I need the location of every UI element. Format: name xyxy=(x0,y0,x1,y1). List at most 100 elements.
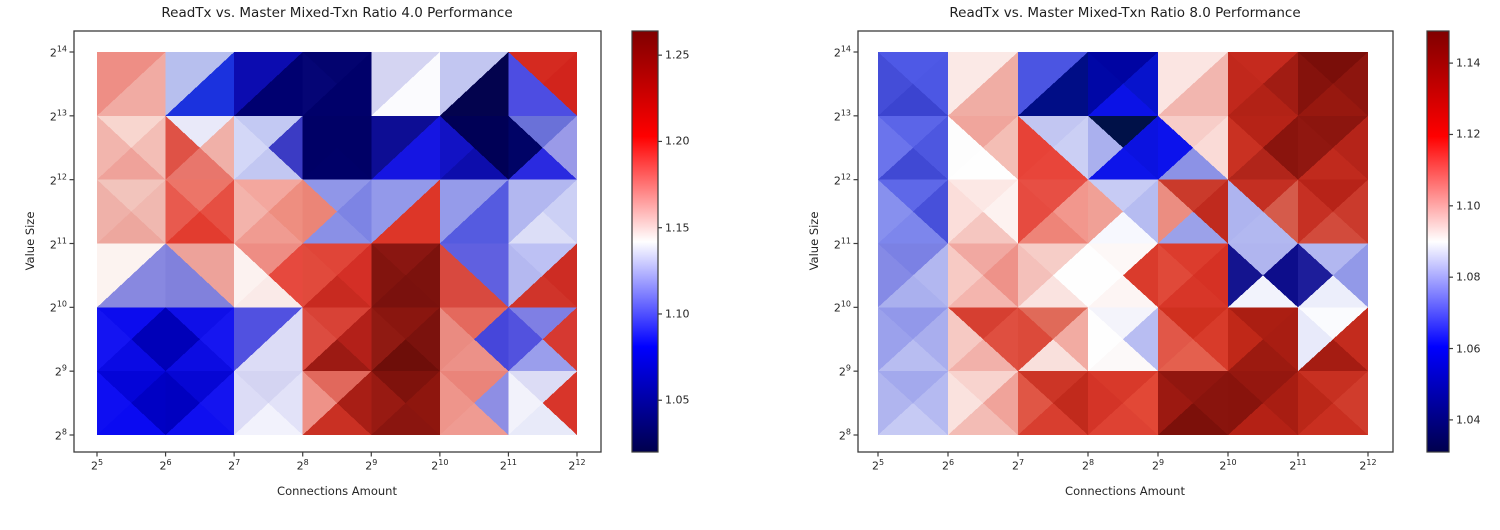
cell-triangle xyxy=(1018,243,1088,276)
cell-triangle xyxy=(1298,115,1333,180)
cell-triangle xyxy=(1158,371,1193,435)
cell-triangle xyxy=(371,403,440,435)
cell-triangle xyxy=(1018,243,1053,308)
cell-triangle xyxy=(1228,339,1298,372)
cell-triangle xyxy=(97,275,166,308)
cell-triangle xyxy=(439,211,509,244)
cell-triangle xyxy=(1158,115,1193,180)
x-tick-label: 27 xyxy=(1011,458,1025,473)
cell-triangle xyxy=(1263,243,1298,308)
cell-triangle xyxy=(1088,307,1123,372)
colorbar-tick-label: 1.10 xyxy=(665,307,690,321)
cell-triangle xyxy=(542,115,577,180)
cell-triangle xyxy=(1298,403,1368,435)
cell-triangle xyxy=(983,243,1018,308)
cell-triangle xyxy=(439,179,475,244)
cell-triangle xyxy=(1018,339,1088,372)
cell-triangle xyxy=(1018,307,1053,372)
cell-triangle xyxy=(948,179,1018,212)
cell-triangle xyxy=(97,243,132,308)
cell-triangle xyxy=(165,115,235,148)
cell-triangle xyxy=(302,371,372,404)
x-tick-label: 25 xyxy=(90,458,104,473)
cell-triangle xyxy=(371,243,440,276)
cell-triangle xyxy=(302,371,337,435)
cell-triangle xyxy=(1088,307,1158,340)
x-tick-label: 29 xyxy=(365,458,378,473)
cell-triangle xyxy=(1018,147,1088,180)
cell-triangle xyxy=(268,243,303,308)
cell-triangle xyxy=(405,371,440,435)
cell-triangle xyxy=(439,83,509,116)
cell-triangle xyxy=(1228,147,1298,180)
cell-triangle xyxy=(542,371,577,435)
cell-triangle xyxy=(1018,211,1088,244)
y-tick-label: 211 xyxy=(49,236,67,251)
cell-triangle xyxy=(1193,52,1228,116)
cell-triangle xyxy=(165,339,235,372)
cell-triangle xyxy=(948,403,1018,435)
y-tick-label: 29 xyxy=(54,363,67,379)
cell-triangle xyxy=(508,243,577,276)
colorbar xyxy=(632,31,658,452)
cell-triangle xyxy=(1088,52,1158,84)
cell-triangle xyxy=(337,115,372,180)
cell-triangle xyxy=(371,179,406,244)
cell-triangle xyxy=(913,115,948,180)
cell-triangle xyxy=(1193,115,1228,180)
cell-triangle xyxy=(474,243,509,308)
cell-triangle xyxy=(371,115,440,148)
cell-triangle xyxy=(878,52,913,116)
cell-triangle xyxy=(1228,179,1298,212)
cell-triangle xyxy=(1158,243,1228,276)
cell-triangle xyxy=(165,52,235,84)
cell-triangle xyxy=(302,243,337,308)
cell-triangle xyxy=(1333,371,1368,435)
cell-triangle xyxy=(1158,371,1228,404)
y-tick-label: 28 xyxy=(838,427,851,443)
cell-triangle xyxy=(948,52,1018,84)
cell-triangle xyxy=(268,52,303,116)
cell-triangle xyxy=(97,52,132,116)
cell-triangle xyxy=(1193,179,1228,244)
x-axis-label-right: Connections Amount xyxy=(1065,484,1185,498)
cell-triangle xyxy=(878,403,948,435)
cell-triangle xyxy=(97,371,166,404)
cell-triangle xyxy=(1228,115,1298,148)
cell-triangle xyxy=(371,275,440,308)
cell-triangle xyxy=(268,307,303,372)
cell-triangle xyxy=(1193,371,1228,435)
colorbar-tick-label: 1.06 xyxy=(1456,342,1481,356)
cell-triangle xyxy=(1298,307,1333,372)
colorbar-tick-label: 1.05 xyxy=(665,393,690,407)
cell-triangle xyxy=(234,243,269,308)
cell-triangle xyxy=(1158,179,1228,212)
cell-triangle xyxy=(948,147,1018,180)
cell-triangle xyxy=(165,243,235,276)
cell-triangle xyxy=(234,179,303,212)
cell-triangle xyxy=(371,179,440,212)
cell-triangle xyxy=(1228,403,1298,435)
cell-triangle xyxy=(878,115,948,148)
cell-triangle xyxy=(371,371,406,435)
y-tick-label: 28 xyxy=(54,427,67,443)
cell-triangle xyxy=(1298,275,1368,308)
cell-triangle xyxy=(302,52,337,116)
cell-triangle xyxy=(878,371,913,435)
cell-triangle xyxy=(542,52,577,116)
cell-triangle xyxy=(337,52,372,116)
cell-triangle xyxy=(439,307,475,372)
cell-triangle xyxy=(913,371,948,435)
cell-triangle xyxy=(1228,211,1298,244)
cell-triangle xyxy=(302,179,372,212)
cell-triangle xyxy=(983,115,1018,180)
cell-triangle xyxy=(1228,52,1298,84)
y-tick-label: 211 xyxy=(833,236,851,251)
y-tick-label: 210 xyxy=(49,300,67,315)
cell-triangle xyxy=(948,371,983,435)
cell-triangle xyxy=(302,115,372,148)
x-tick-label: 27 xyxy=(228,458,241,473)
cell-triangle xyxy=(337,179,372,244)
cell-triangle xyxy=(405,52,440,116)
